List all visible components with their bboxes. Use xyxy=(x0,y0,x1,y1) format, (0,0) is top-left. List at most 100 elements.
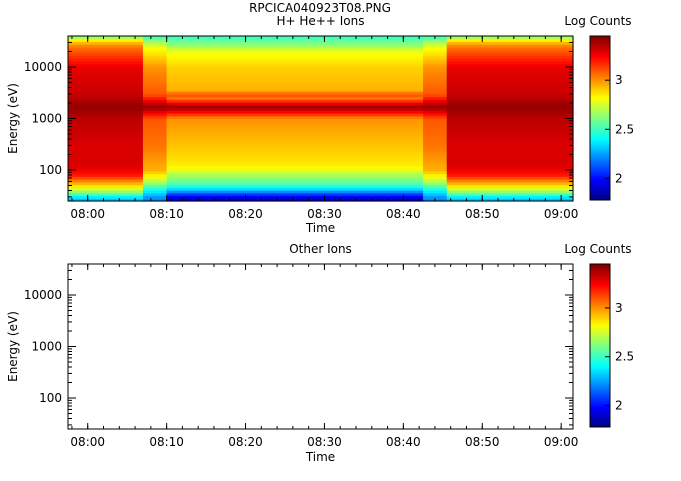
spectrogram-cell xyxy=(142,162,168,166)
spectrogram-cell xyxy=(68,104,144,109)
colorbar-tick-label: 3 xyxy=(615,73,623,87)
colorbar-segment xyxy=(590,58,610,62)
spectrogram-cell xyxy=(142,107,168,111)
colorbar-segment xyxy=(590,91,610,94)
spectrogram-cell xyxy=(68,137,144,142)
spectrogram-cell xyxy=(423,195,448,199)
colorbar-segment xyxy=(590,310,610,314)
spectrogram-cell xyxy=(166,192,424,197)
colorbar-segment xyxy=(590,331,610,334)
colorbar-segment xyxy=(590,369,610,373)
spectrogram-cell xyxy=(423,176,448,180)
spectrogram-cell xyxy=(423,38,448,43)
colorbar-segment xyxy=(590,38,610,41)
colorbar-segment xyxy=(590,337,610,340)
spectrogram-cell xyxy=(166,132,424,136)
y-tick-label: 10000 xyxy=(24,288,62,302)
spectrogram-cell xyxy=(423,44,448,48)
spectrogram-cell xyxy=(446,115,574,120)
x-tick-label: 08:10 xyxy=(149,435,184,449)
colorbar-segment xyxy=(590,185,610,189)
spectrogram-cell xyxy=(423,154,448,158)
colorbar-tick-label: 2 xyxy=(615,399,623,413)
spectrogram-cell xyxy=(423,129,448,133)
colorbar-segment xyxy=(590,163,610,166)
colorbar-segment xyxy=(590,355,610,359)
spectrogram-cell xyxy=(68,71,144,76)
spectrogram-cell xyxy=(68,151,144,155)
spectrogram-cell xyxy=(423,137,448,142)
spectrogram-cell xyxy=(142,71,168,76)
spectrogram-cell xyxy=(446,52,574,56)
colorbar-segment xyxy=(590,325,610,328)
x-tick-label: 09:00 xyxy=(544,435,579,449)
spectrogram-cell xyxy=(166,154,424,158)
spectrogram-cell xyxy=(142,38,168,43)
spectrogram-cell xyxy=(68,124,144,128)
colorbar-segment xyxy=(590,282,610,285)
spectrogram-cell xyxy=(166,140,424,144)
spectrogram-cell xyxy=(446,99,574,103)
spectrogram-cell xyxy=(446,132,574,136)
spectrogram-cell xyxy=(446,69,574,73)
spectrogram-cell xyxy=(166,60,424,65)
spectrogram-cell xyxy=(166,71,424,76)
spectrogram-cell xyxy=(166,99,424,103)
colorbar-frame xyxy=(589,263,611,428)
spectrogram-cell xyxy=(142,146,168,150)
y-axis-title: Energy (eV) xyxy=(6,83,20,154)
colorbar-segment xyxy=(590,70,610,74)
spectrogram-cell xyxy=(142,132,168,136)
spectrogram-cell xyxy=(142,91,168,95)
spectrogram-cell xyxy=(142,118,168,122)
spectrogram-cell xyxy=(423,52,448,56)
spectrogram-cell xyxy=(446,129,574,133)
spectrogram-cell xyxy=(446,58,574,62)
colorbar-segment xyxy=(590,56,610,60)
spectrogram-cell xyxy=(166,115,424,120)
colorbar-segment xyxy=(590,298,610,302)
spectrogram-cell xyxy=(142,137,168,142)
spectrogram-cell xyxy=(166,49,424,54)
spectrogram-cell xyxy=(68,143,144,147)
colorbar-segment xyxy=(590,128,610,131)
spectrogram-cell xyxy=(68,192,144,197)
colorbar-segment xyxy=(590,412,610,416)
spectrogram-cell xyxy=(68,115,144,120)
spectrogram-cell xyxy=(166,137,424,142)
spectrogram-cell xyxy=(423,124,448,128)
spectrogram-cell xyxy=(68,187,144,191)
colorbar-segment xyxy=(590,195,610,199)
colorbar-segment xyxy=(590,294,610,298)
spectrogram-cell xyxy=(423,118,448,122)
spectrogram-cell xyxy=(423,179,448,183)
spectrogram-cell xyxy=(142,80,168,84)
colorbar-segment xyxy=(590,296,610,300)
spectrogram-cell xyxy=(423,168,448,172)
spectrogram-cell xyxy=(166,91,424,95)
colorbar-segment xyxy=(590,136,610,139)
colorbar-segment xyxy=(590,122,610,125)
spectrogram-cell xyxy=(166,63,424,67)
spectrogram-cell xyxy=(423,110,448,114)
spectrogram-cell xyxy=(446,135,574,139)
spectrogram-cell xyxy=(142,190,168,194)
colorbar-segment xyxy=(590,353,610,357)
spectrogram-cell xyxy=(68,52,144,56)
colorbar-segment xyxy=(590,130,610,133)
colorbar-segment xyxy=(590,189,610,193)
colorbar-segment xyxy=(590,416,610,420)
spectrogram-cell xyxy=(142,74,168,78)
colorbar-segment xyxy=(590,333,610,336)
spectrogram-cell xyxy=(423,140,448,144)
colorbar-segment xyxy=(590,390,610,393)
colorbar-frame xyxy=(589,35,611,201)
spectrogram-cell xyxy=(68,69,144,73)
spectrogram-cell xyxy=(68,184,144,188)
spectrogram-cell xyxy=(166,173,424,177)
colorbar-segment xyxy=(590,132,610,135)
spectrogram-cell xyxy=(166,36,424,40)
panel-title: Other Ions xyxy=(289,242,352,256)
spectrogram-cell xyxy=(68,49,144,54)
